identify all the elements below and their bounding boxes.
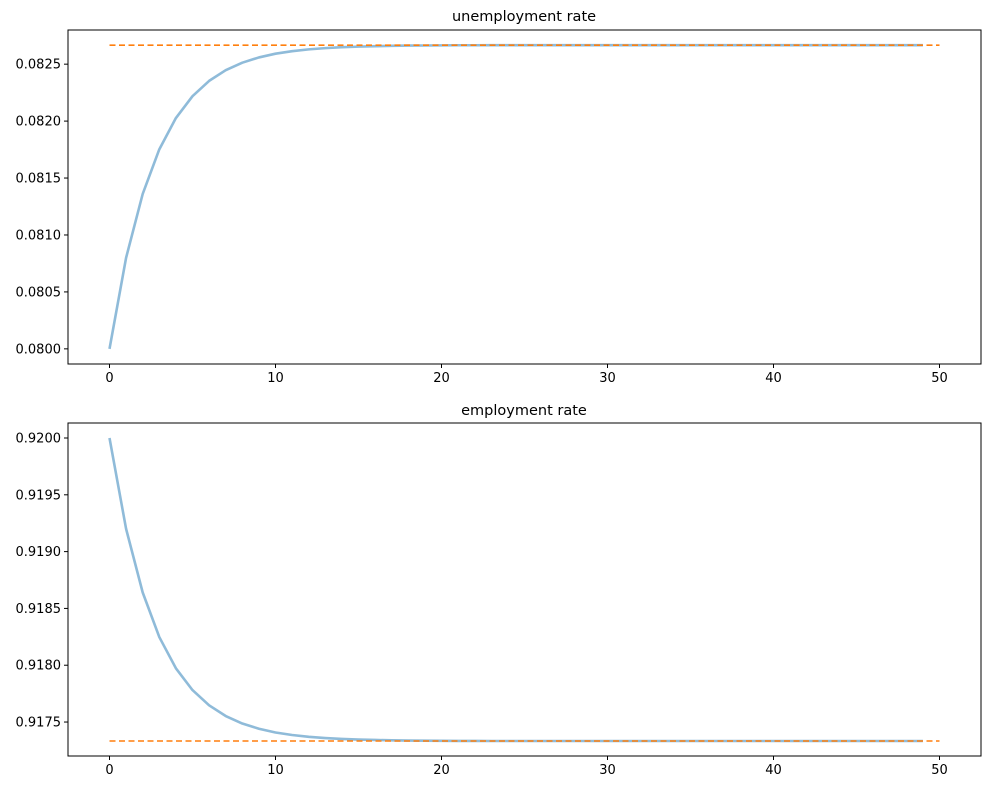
chart-title: employment rate xyxy=(461,403,587,419)
y-tick-label: 0.9185 xyxy=(16,602,62,617)
y-tick-label: 0.0810 xyxy=(16,228,62,243)
y-tick-label: 0.0800 xyxy=(16,342,62,357)
rate-series-line xyxy=(108,437,923,743)
unemployment-rate-axes: unemployment rate 0 10 20 30 40 50 0.0800 0.080… xyxy=(16,9,982,386)
x-tick-label: 20 xyxy=(433,371,450,386)
x-tick-label: 40 xyxy=(765,763,782,778)
y-tick-label: 0.9180 xyxy=(16,659,62,674)
x-tick-label: 50 xyxy=(931,371,948,386)
x-tick-label: 50 xyxy=(931,763,948,778)
x-tick-label: 30 xyxy=(599,763,616,778)
x-tick-label: 30 xyxy=(599,371,616,386)
y-tick-label: 0.9195 xyxy=(16,488,62,503)
x-tick-label: 10 xyxy=(267,371,284,386)
y-tick-label: 0.0805 xyxy=(16,285,62,300)
rate-series-line xyxy=(108,43,923,350)
y-tick-label: 0.9200 xyxy=(16,431,62,446)
employment-rate-axes: employment rate 0 10 20 30 40 50 0.9175 0.9180 0… xyxy=(16,403,982,778)
x-tick-label: 0 xyxy=(105,371,113,386)
x-tick-label: 40 xyxy=(765,371,782,386)
x-tick-label: 20 xyxy=(433,763,450,778)
x-tick-label: 10 xyxy=(267,763,284,778)
y-tick-label: 0.9190 xyxy=(16,545,62,560)
y-tick-label: 0.0815 xyxy=(16,172,62,187)
x-tick-label: 0 xyxy=(105,763,113,778)
y-tick-label: 0.9175 xyxy=(16,716,62,731)
y-tick-label: 0.0820 xyxy=(16,115,62,130)
y-tick-label: 0.0825 xyxy=(16,58,62,73)
axes-frame xyxy=(67,29,982,365)
axes-frame xyxy=(67,422,982,757)
chart-title: unemployment rate xyxy=(452,9,596,25)
